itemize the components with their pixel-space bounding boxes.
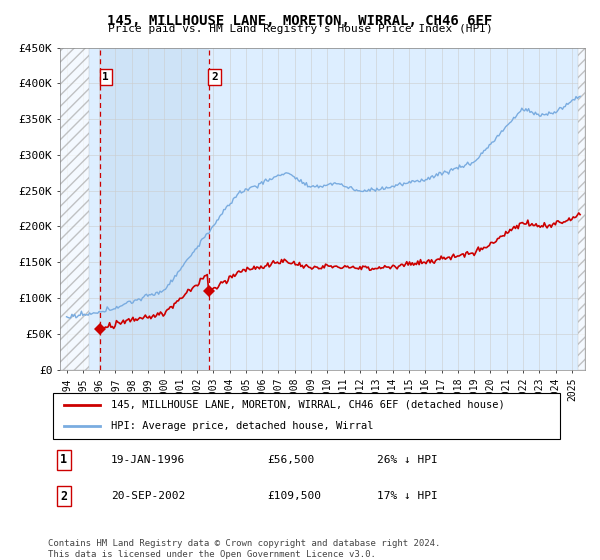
Text: 19-JAN-1996: 19-JAN-1996 xyxy=(110,455,185,465)
Text: 20-SEP-2002: 20-SEP-2002 xyxy=(110,491,185,501)
Text: 145, MILLHOUSE LANE, MORETON, WIRRAL, CH46 6EF: 145, MILLHOUSE LANE, MORETON, WIRRAL, CH… xyxy=(107,14,493,28)
Text: 26% ↓ HPI: 26% ↓ HPI xyxy=(377,455,437,465)
Text: HPI: Average price, detached house, Wirral: HPI: Average price, detached house, Wirr… xyxy=(110,421,373,431)
Text: 2: 2 xyxy=(60,489,67,503)
Text: 145, MILLHOUSE LANE, MORETON, WIRRAL, CH46 6EF (detached house): 145, MILLHOUSE LANE, MORETON, WIRRAL, CH… xyxy=(110,400,505,410)
Text: 2: 2 xyxy=(211,72,218,82)
Text: 1: 1 xyxy=(60,453,67,466)
Text: £109,500: £109,500 xyxy=(267,491,321,501)
Text: This data is licensed under the Open Government Licence v3.0.: This data is licensed under the Open Gov… xyxy=(48,550,376,559)
Text: 17% ↓ HPI: 17% ↓ HPI xyxy=(377,491,437,501)
Text: Contains HM Land Registry data © Crown copyright and database right 2024.: Contains HM Land Registry data © Crown c… xyxy=(48,539,440,548)
Text: 1: 1 xyxy=(103,72,109,82)
Text: Price paid vs. HM Land Registry's House Price Index (HPI): Price paid vs. HM Land Registry's House … xyxy=(107,24,493,34)
Bar xyxy=(100,48,209,370)
FancyBboxPatch shape xyxy=(53,394,560,438)
Text: £56,500: £56,500 xyxy=(267,455,314,465)
